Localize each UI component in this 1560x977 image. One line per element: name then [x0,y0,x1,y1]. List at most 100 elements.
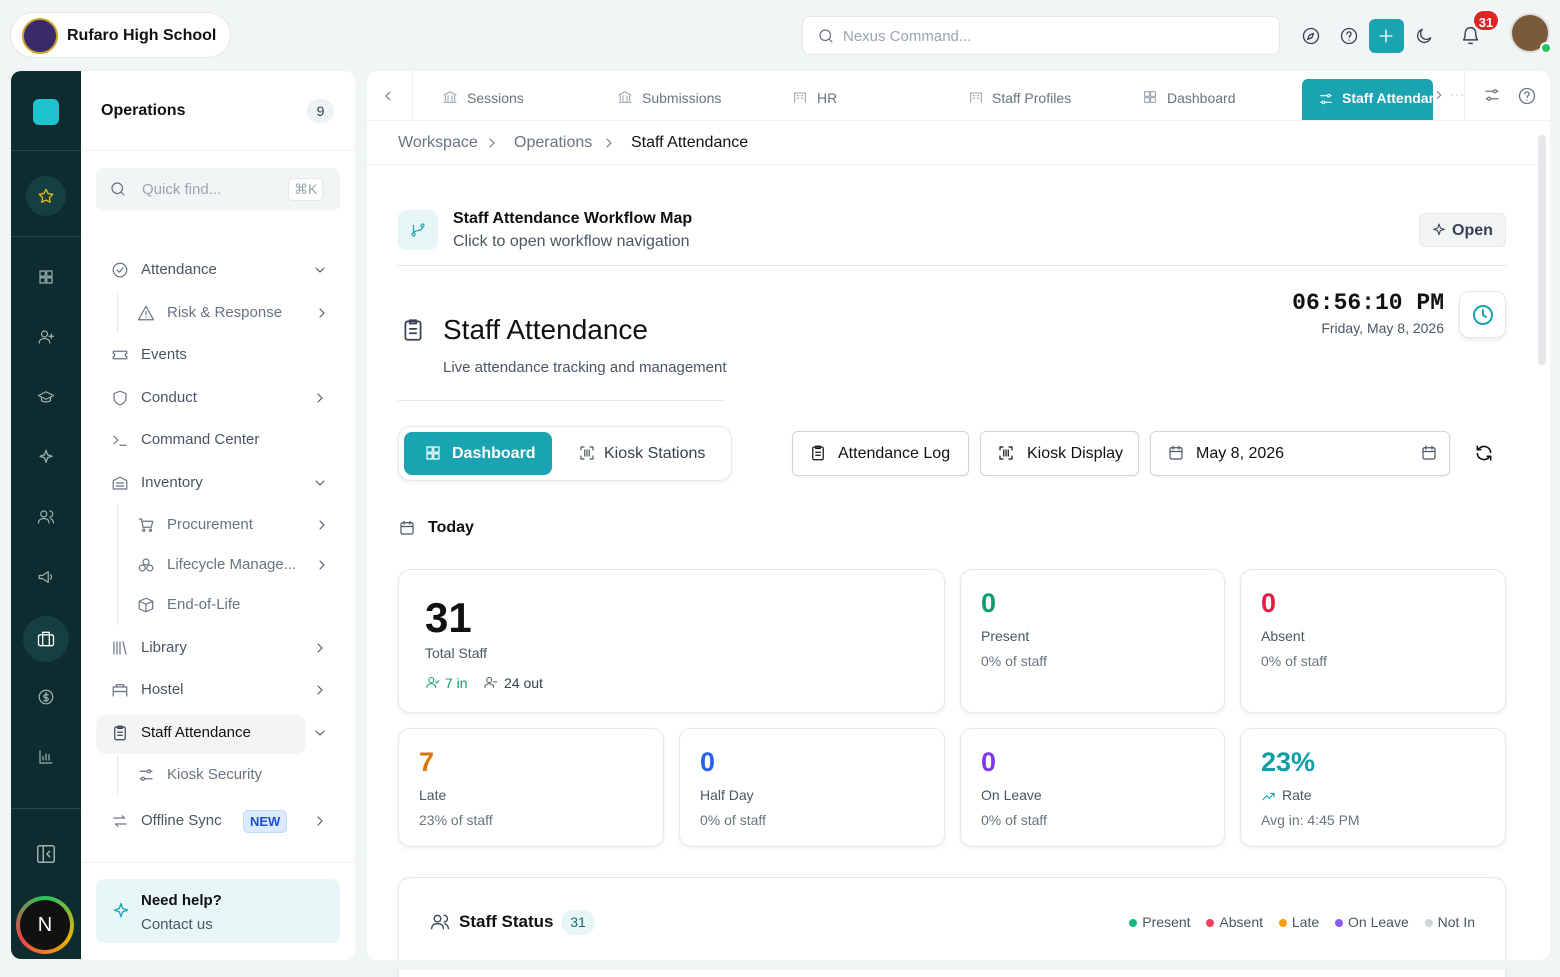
rail-academics[interactable] [37,388,55,406]
tab-help[interactable] [1517,86,1537,106]
tab-sep [1464,71,1465,120]
operations-button[interactable] [23,616,69,662]
nav-item[interactable]: Inventory [141,474,203,491]
nav-subitem[interactable]: Risk & Response [167,304,283,321]
tab[interactable]: Dashboard [1167,90,1236,106]
stat-value: 23% [1261,747,1316,777]
nav-item[interactable]: Offline Sync [141,812,222,829]
divider [398,265,1506,266]
help-title: Need help? [141,892,222,909]
kiosk-display-button[interactable]: Kiosk Display [980,431,1139,476]
nav-item-active[interactable]: Staff Attendance [141,724,251,741]
tab-icon [1144,91,1156,103]
open-button[interactable]: Open [1419,213,1506,247]
stat-note: 0% of staff [1261,653,1327,669]
trend-icon [1262,792,1275,801]
workflow-title[interactable]: Staff Attendance Workflow Map [453,210,693,227]
legend-dot [1129,919,1138,927]
sparkle-icon [1433,223,1445,236]
breadcrumb-link[interactable]: Operations [514,134,593,151]
tab[interactable]: HR [817,90,838,106]
quick-find[interactable]: Quick find... ⌘K [96,168,340,211]
user-avatar[interactable] [1510,13,1550,53]
tab[interactable]: Staff Profiles [992,90,1072,106]
rail-announcements[interactable] [37,568,55,586]
help-link[interactable]: Contact us [141,916,213,933]
nav-item[interactable]: Command Center [141,431,260,448]
search-icon [111,182,125,196]
tab-settings[interactable] [1483,86,1501,104]
app-logo[interactable] [33,99,59,125]
stat-note: Avg in: 4:45 PM [1261,812,1360,828]
rail-people[interactable] [37,508,55,526]
tab-icon [794,92,806,103]
rail-dashboard[interactable] [37,268,55,286]
attendance-log-button[interactable]: Attendance Log [792,431,969,476]
clock-time: 06:56:10 PM [1292,290,1444,316]
nav-item[interactable]: Hostel [141,681,184,698]
date-picker[interactable]: May 8, 2026 [1150,431,1450,476]
tab[interactable]: Sessions [467,90,524,106]
tab[interactable]: Submissions [642,90,722,106]
chevron-right[interactable] [314,517,330,533]
in-icon [426,677,440,688]
page-subtitle: Live attendance tracking and management [443,359,727,376]
favorites-button[interactable] [26,176,66,216]
chevron-right[interactable] [314,557,330,573]
sidebar [81,71,355,960]
tab-icon [1320,93,1332,105]
total-value: 31 [425,594,472,641]
chevron-right[interactable] [312,390,328,406]
chevron-right[interactable] [312,813,328,829]
calendar-icon [1422,445,1436,460]
clock-button[interactable] [1459,291,1506,338]
page-title: Staff Attendance [443,314,648,345]
collapse-button[interactable] [35,843,57,865]
chevron-down[interactable] [312,475,328,491]
rail-finance[interactable] [37,688,55,706]
rail-users[interactable] [37,328,55,346]
view-tab-active[interactable]: Dashboard [404,432,552,475]
nav-icon [139,769,153,781]
refresh-button[interactable] [1474,443,1494,463]
chevron-right[interactable] [312,682,328,698]
scrollbar[interactable] [1538,135,1546,365]
breadcrumb-link[interactable]: Workspace [398,134,478,151]
command-search[interactable]: Nexus Command... [802,16,1280,55]
people-icon [431,914,449,930]
nav-icon [138,558,154,572]
notification-badge: 31 [1472,9,1500,32]
explore-button[interactable] [1301,26,1321,46]
nav-subitem[interactable]: Lifecycle Manage... [167,556,297,573]
tabs-next[interactable] [1432,88,1446,102]
nav-item[interactable]: Library [141,639,187,656]
view-tab[interactable]: Kiosk Stations [604,445,706,462]
rail-reports[interactable] [37,748,55,766]
nav-subitem[interactable]: Kiosk Security [167,766,263,783]
add-button[interactable] [1369,19,1404,53]
tabs-prev[interactable] [380,88,396,104]
school-pill[interactable]: Rufaro High School [10,12,231,58]
chevron-right[interactable] [314,305,330,321]
nav-item[interactable]: Events [141,346,187,363]
sidebar-count: 9 [307,99,334,123]
view-tab-label: Dashboard [452,445,536,462]
nav-subitem[interactable]: End-of-Life [167,596,241,613]
nav-subitem[interactable]: Procurement [167,516,253,533]
rail-ai[interactable] [37,448,55,466]
nav-icon [112,262,128,278]
chevron-down[interactable] [312,725,328,741]
notifications-button[interactable] [1460,25,1481,46]
chevron-right[interactable] [312,640,328,656]
chevron-down[interactable] [312,262,328,278]
tab-active[interactable]: Staff Attendance [1302,79,1433,120]
next-avatar[interactable]: N [16,896,74,954]
theme-button[interactable] [1414,26,1434,46]
help-card[interactable]: Need help? Contact us [96,879,340,943]
tabs-more[interactable] [1448,86,1466,104]
stat-note: 0% of staff [981,653,1047,669]
nav-item[interactable]: Attendance [141,261,217,278]
help-button[interactable] [1339,26,1359,46]
nav-item[interactable]: Conduct [141,389,197,406]
